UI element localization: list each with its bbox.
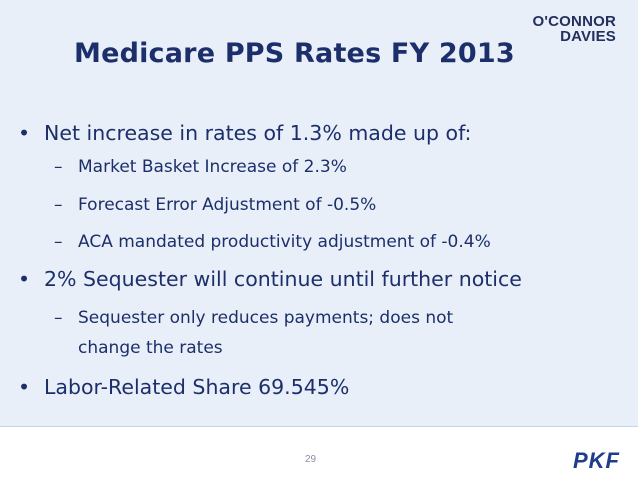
sub-bullet-text: Sequester only reduces payments; does no… <box>78 308 454 328</box>
sub-bullet-continuation: change the rates <box>78 338 223 358</box>
sub-bullet-text: ACA mandated productivity adjustment of … <box>78 232 491 252</box>
bullet-text: 2% Sequester will continue until further… <box>44 267 522 291</box>
bullet-glyph: • <box>18 375 31 399</box>
dash-glyph: – <box>54 232 63 252</box>
sub-bullet-text: Forecast Error Adjustment of -0.5% <box>78 195 377 215</box>
bullet-item: • Labor-Related Share 69.545% <box>18 375 350 399</box>
dash-glyph: – <box>54 195 63 215</box>
bullet-text: Labor-Related Share 69.545% <box>44 375 350 399</box>
dash-glyph: – <box>54 157 63 177</box>
pkf-logo: PKF <box>573 448 620 473</box>
footer-divider <box>0 426 638 427</box>
sub-bullet-text: change the rates <box>78 338 223 358</box>
bullet-item: • Net increase in rates of 1.3% made up … <box>18 121 472 145</box>
bullet-glyph: • <box>18 121 31 145</box>
logo-line-2: DAVIES <box>560 28 616 45</box>
logo-line-1: O'CONNOR <box>532 13 616 30</box>
sub-bullet-item: – Forecast Error Adjustment of -0.5% <box>54 195 377 215</box>
bullet-text: Net increase in rates of 1.3% made up of… <box>44 121 472 145</box>
sub-bullet-item: – ACA mandated productivity adjustment o… <box>54 232 491 252</box>
dash-glyph: – <box>54 308 63 328</box>
oconnor-davies-logo: O'CONNOR DAVIES <box>533 14 617 44</box>
sub-bullet-text: Market Basket Increase of 2.3% <box>78 157 347 177</box>
sub-bullet-item: – Market Basket Increase of 2.3% <box>54 157 347 177</box>
slide-title: Medicare PPS Rates FY 2013 <box>74 38 515 69</box>
footer-band <box>0 426 638 479</box>
bullet-glyph: • <box>18 267 31 291</box>
page-number: 29 <box>305 454 317 465</box>
bullet-item: • 2% Sequester will continue until furth… <box>18 267 522 291</box>
sub-bullet-item: – Sequester only reduces payments; does … <box>54 308 454 328</box>
